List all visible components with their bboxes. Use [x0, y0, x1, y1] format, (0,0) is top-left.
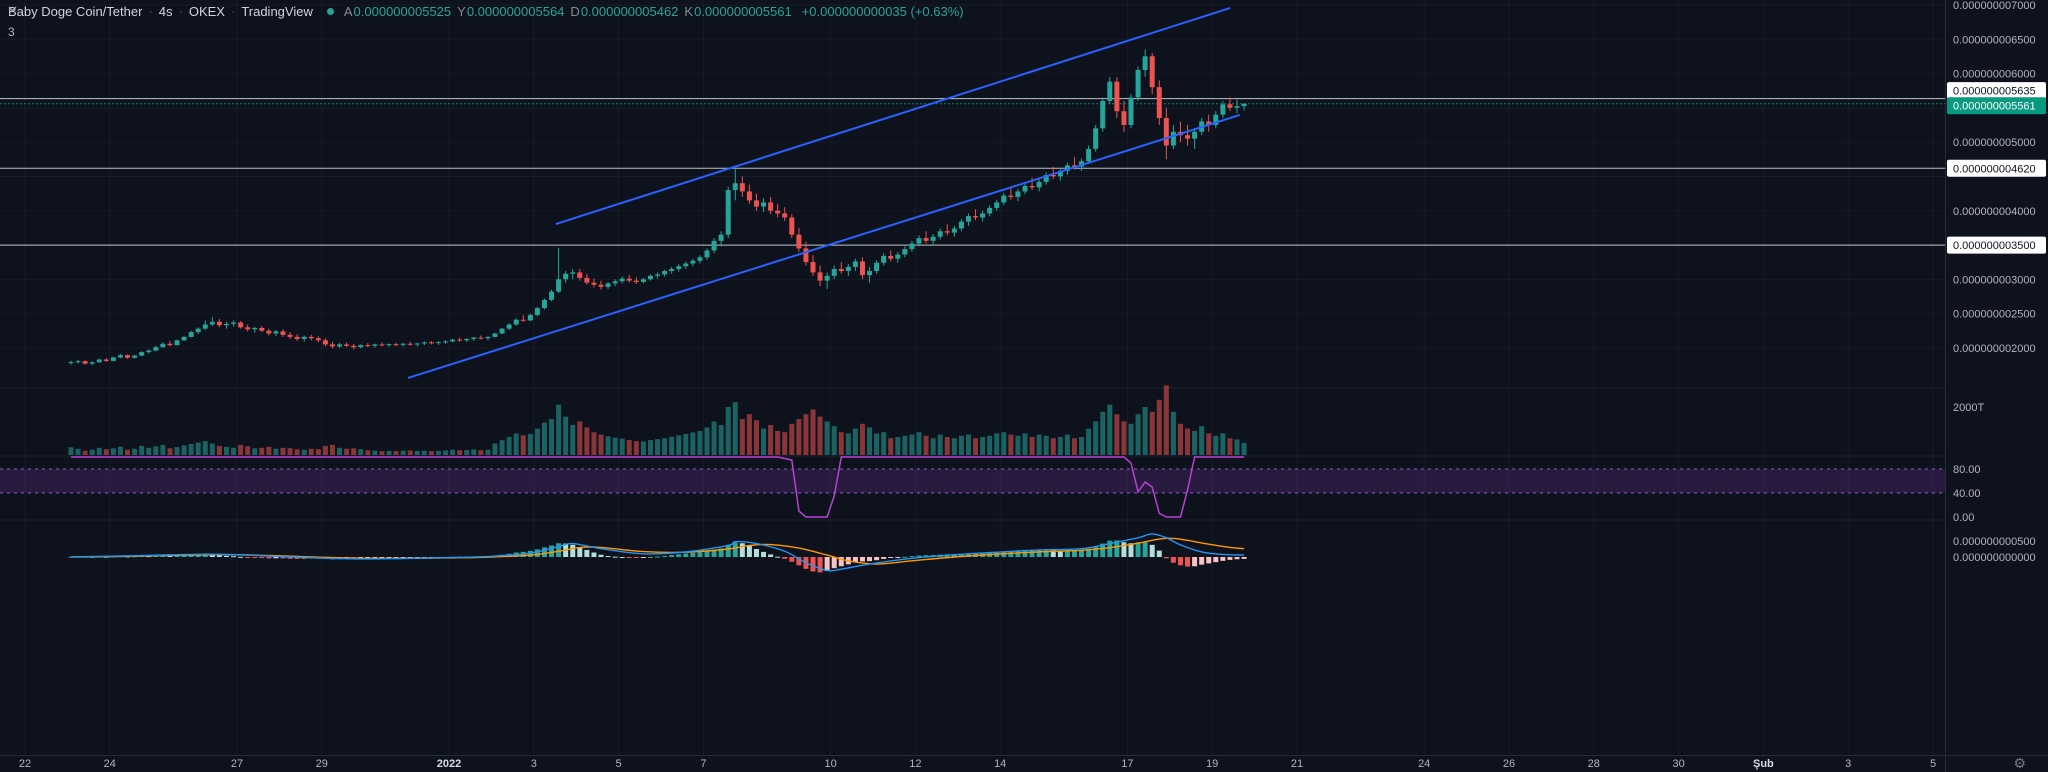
time-axis[interactable] — [0, 755, 2048, 772]
time-axis-settings-gear-icon[interactable]: ⚙ — [2013, 755, 2026, 771]
chart-legend: Baby Doge Coin/Tether · 4s · OKEX · Trad… — [8, 4, 964, 39]
axis-label: 0.000000000500 — [1953, 536, 2036, 548]
ohlc-low: D 0.000000005462 — [570, 4, 678, 19]
legend-row-main: Baby Doge Coin/Tether · 4s · OKEX · Trad… — [8, 4, 964, 19]
ohlc-close-value: 0.000000005561 — [694, 4, 792, 19]
ohlc-open-value: 0.000000005525 — [353, 4, 452, 19]
separator: · — [178, 4, 183, 19]
axis-label: 80.00 — [1953, 464, 1981, 476]
axis-label: 30 — [1672, 758, 1684, 770]
axis-label: 21 — [1291, 758, 1303, 770]
volume-layer — [68, 385, 1247, 455]
ohlc-open-label: A — [343, 4, 353, 19]
axis-label: 14 — [994, 758, 1006, 770]
line-price-tag — [1947, 159, 2046, 177]
axis-label: 27 — [231, 758, 243, 770]
separator: · — [148, 4, 153, 19]
market-status-dot — [326, 8, 334, 15]
axis-label: 7 — [700, 758, 706, 770]
axis-label: 12 — [909, 758, 921, 770]
axis-label: 0.000000000000 — [1953, 552, 2036, 564]
axis-label: 26 — [1503, 758, 1515, 770]
candles-layer — [68, 49, 1247, 366]
current-price-tag — [1947, 97, 2046, 115]
axis-label: 0.000000003000 — [1953, 274, 2036, 286]
symbol-title[interactable]: Baby Doge Coin/Tether — [8, 4, 143, 19]
line-price-tag — [1947, 236, 2046, 254]
axis-label: 5 — [616, 758, 622, 770]
axis-label: Şub — [1753, 758, 1774, 770]
axis-label: 29 — [316, 758, 328, 770]
axis-label: 3 — [531, 758, 537, 770]
axis-label: 10 — [824, 758, 836, 770]
axis-label: 0.00 — [1953, 512, 1974, 524]
indicators-count: 3 — [8, 25, 15, 39]
axis-label: 0.000000007000 — [1953, 0, 2036, 12]
axis-label: 0.000000004000 — [1953, 206, 2036, 218]
axis-label: 0.000000002500 — [1953, 309, 2036, 321]
axis-label: 2000T — [1953, 402, 1984, 414]
ohlc-close-label: K — [684, 4, 694, 19]
trendline[interactable] — [555, 7, 1231, 225]
ohlc-high: Y 0.000000005564 — [457, 4, 564, 19]
separator: · — [230, 4, 236, 19]
axis-label: 0.000000006000 — [1953, 69, 2036, 81]
axis-label: 0.000000002000 — [1953, 343, 2036, 355]
axis-label: 17 — [1121, 758, 1133, 770]
macd-histogram-layer — [68, 540, 1247, 573]
axis-label: 0.000000005000 — [1953, 137, 2036, 149]
axis-label: 0.000000004620 — [1953, 163, 2036, 175]
axis-label: 24 — [1418, 758, 1430, 770]
chevron-down-icon — [8, 6, 17, 12]
axis-label: 2022 — [437, 758, 461, 770]
price-axis[interactable] — [1945, 0, 2048, 755]
axis-label: 5 — [1930, 758, 1936, 770]
axis-label: 24 — [104, 758, 116, 770]
axis-label: 28 — [1588, 758, 1600, 770]
ohlc-low-label: D — [570, 4, 580, 19]
axis-label: 0.000000005635 — [1953, 86, 2036, 98]
axis-label: 0.000000006500 — [1953, 34, 2036, 46]
ohlc-high-value: 0.000000005564 — [466, 4, 565, 19]
oscillator-line — [71, 456, 1245, 518]
oscillator-band — [0, 469, 1945, 493]
trendline[interactable] — [407, 114, 1241, 379]
ohlc-high-label: Y — [457, 4, 466, 19]
brand-label: TradingView — [241, 4, 313, 19]
ohlc-low-value: 0.000000005462 — [580, 4, 679, 19]
exchange-label: OKEX — [188, 4, 225, 19]
axis-label: 0.000000005561 — [1953, 101, 2036, 113]
ohlc-close: K 0.000000005561 — [684, 4, 791, 19]
ohlc-open: A 0.000000005525 — [344, 4, 451, 19]
axis-label: 3 — [1845, 758, 1851, 770]
macd-line — [70, 533, 1245, 572]
axis-label: 40.00 — [1953, 488, 1981, 500]
axis-label: 0.000000003500 — [1953, 240, 2036, 252]
change-value: +0.000000000035 (+0.63%) — [801, 4, 964, 19]
interval-label[interactable]: 4s — [158, 4, 173, 19]
line-price-tag — [1947, 82, 2046, 100]
macd-signal-line — [70, 537, 1245, 565]
axis-label: 19 — [1206, 758, 1218, 770]
indicators-collapse-button[interactable]: 3 — [8, 6, 17, 39]
axis-label: 22 — [19, 758, 31, 770]
legend-row-indicators: 3 — [8, 6, 964, 39]
